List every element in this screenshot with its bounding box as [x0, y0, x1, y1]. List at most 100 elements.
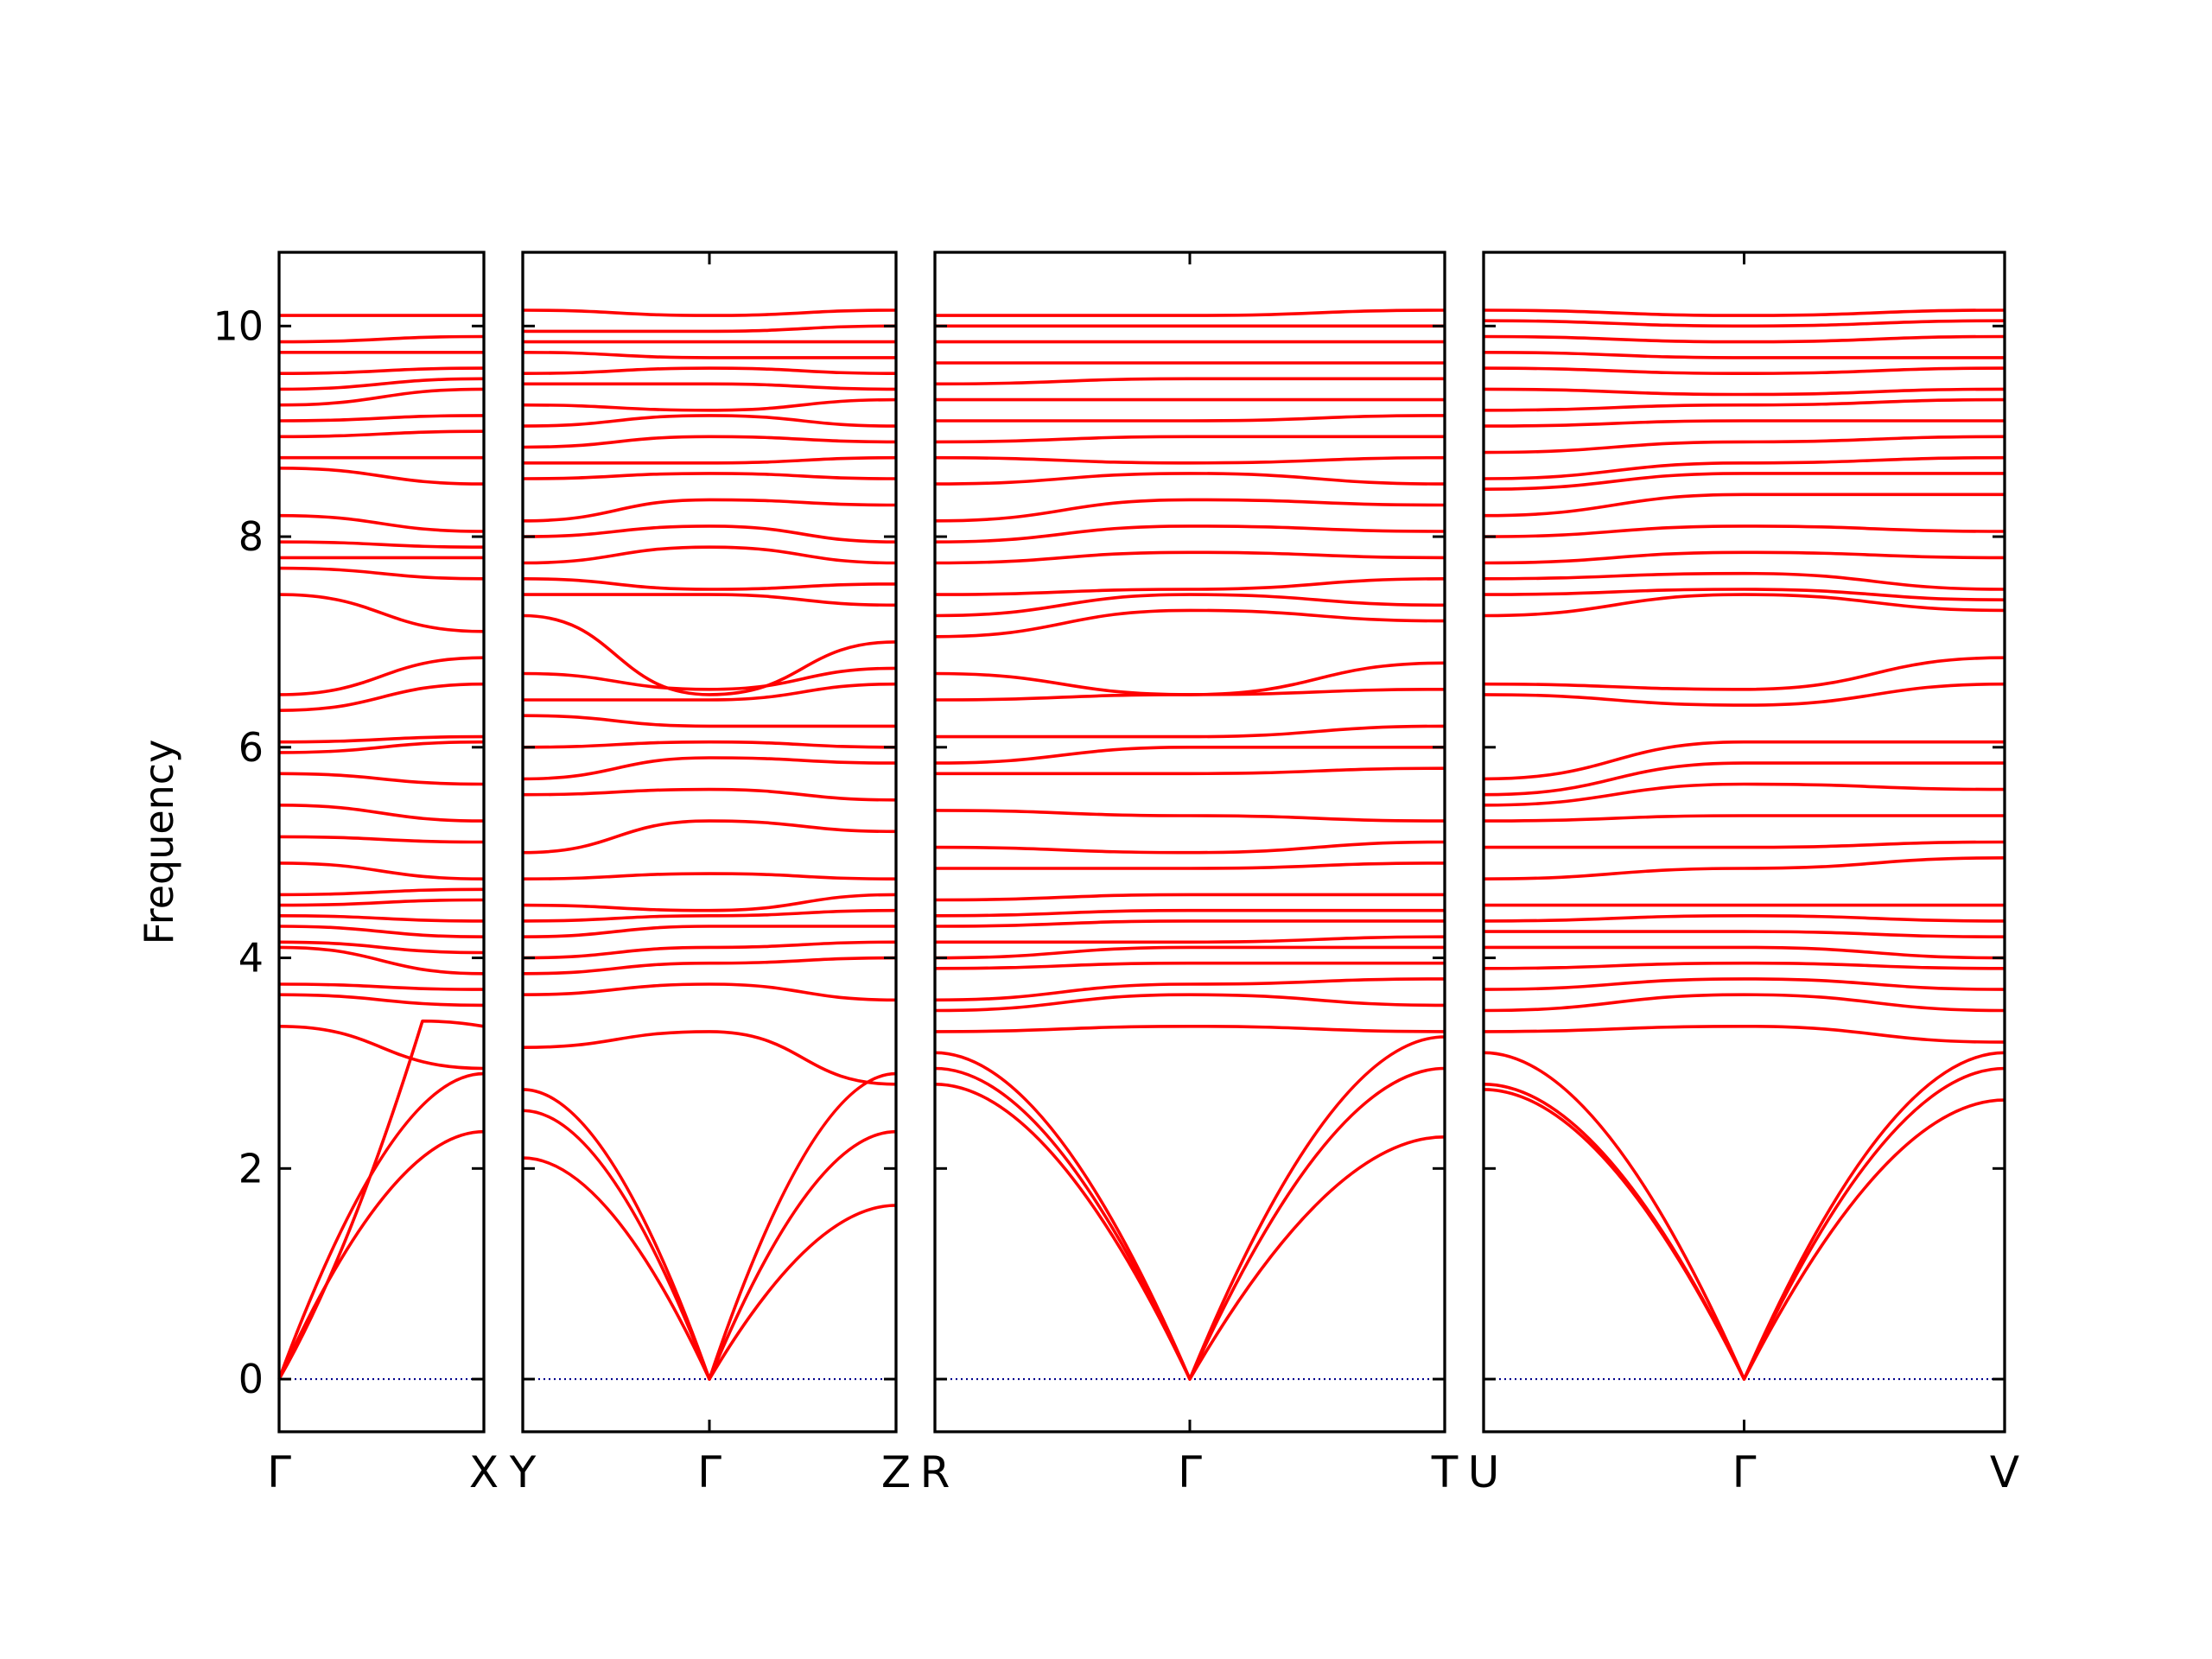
phonon-band [934, 414, 1446, 423]
phonon-band [522, 819, 897, 855]
phonon-band [1483, 856, 2005, 880]
phonon-band [934, 977, 1446, 1002]
y-tick-label: 6 [238, 724, 264, 771]
phonon-band [278, 940, 485, 955]
phonon-band [934, 745, 1445, 765]
phonon-band [522, 1156, 897, 1381]
phonon-band [522, 414, 897, 428]
phonon-band [1483, 455, 2005, 480]
phonon-band [278, 334, 485, 344]
phonon-band [1483, 977, 2005, 991]
phonon-band [1483, 1025, 2005, 1044]
k-point-label: Γ [267, 1447, 291, 1497]
phonon-band [522, 545, 897, 565]
phonon-band [934, 377, 1445, 386]
phonon-band [278, 993, 485, 1007]
phonon-band [1483, 334, 2005, 344]
phonon-band [278, 734, 485, 744]
phonon-band [935, 935, 1446, 944]
phonon-band [1483, 814, 2005, 823]
k-point-label: T [1431, 1447, 1459, 1497]
phonon-band [1483, 993, 2005, 1013]
phonon-band [278, 861, 485, 880]
phonon-band [1483, 656, 2005, 691]
phonon-band [278, 387, 485, 407]
phonon-band [522, 366, 897, 375]
y-tick-label: 10 [213, 302, 264, 349]
phonon-band [1483, 493, 2005, 518]
phonon-band [934, 840, 1446, 855]
phonon-band [522, 524, 897, 543]
phonon-band [278, 740, 485, 754]
y-tick-label: 0 [238, 1356, 264, 1402]
phonon-band [934, 961, 1445, 970]
phonon-band [277, 1129, 485, 1380]
phonon-band [1483, 472, 2005, 491]
phonon-band [278, 682, 485, 712]
panel-frame [933, 251, 1446, 1433]
y-axis: 0 2 4 6 8 10 [213, 302, 264, 1402]
phonon-band [523, 682, 897, 702]
phonon-band [1483, 308, 2005, 317]
phonon-band [1483, 397, 2005, 412]
phonon-band [278, 540, 485, 549]
phonon-band [522, 613, 897, 696]
phonon-band [522, 893, 897, 912]
phonon-band [278, 925, 485, 938]
phonon-band [1483, 761, 2005, 797]
phonon-band [278, 772, 485, 786]
phonon-band [1483, 588, 2005, 601]
y-tick-label: 4 [238, 935, 264, 982]
k-point-label: Γ [697, 1447, 721, 1497]
phonon-band [1483, 319, 2005, 328]
phonon-band [278, 593, 485, 633]
phonon-band [1483, 435, 2005, 454]
phonon-band [523, 593, 897, 607]
phonon-band [1483, 914, 2005, 923]
phonon-band [934, 550, 1446, 565]
k-point-label: X [469, 1447, 499, 1497]
k-point-label: Z [881, 1447, 911, 1497]
phonon-band [934, 1083, 1446, 1381]
phonon-band [1483, 593, 2005, 618]
phonon-band [1483, 1051, 2005, 1381]
phonon-band [1483, 419, 2005, 428]
phonon-band [934, 593, 1446, 618]
panel-frame [521, 251, 898, 1433]
phonon-band [1483, 682, 2005, 707]
phonon-band [934, 435, 1445, 444]
phonon-band [934, 809, 1446, 823]
panel-frame [277, 251, 486, 1433]
phonon-band [522, 397, 897, 412]
phonon-band [522, 498, 897, 523]
phonon-band [278, 513, 485, 533]
phonon-band [934, 455, 1446, 465]
phonon-band [934, 893, 1445, 902]
phonon-band [522, 308, 897, 317]
k-point-label: Y [509, 1447, 537, 1497]
phonon-band [1483, 840, 2005, 849]
phonon-band [934, 945, 1445, 960]
phonon-band [522, 1071, 897, 1381]
k-point-label: V [1990, 1447, 2019, 1497]
phonon-band [1484, 945, 2005, 960]
phonon-band [278, 566, 485, 581]
phonon-band [278, 914, 485, 923]
phonon-band [934, 861, 1446, 870]
phonon-band [934, 472, 1446, 486]
phonon-band [1483, 1088, 2005, 1381]
phonon-band [1483, 961, 2005, 970]
phonon-band [934, 1035, 1446, 1381]
phonon-band [278, 898, 485, 907]
phonon-band [522, 577, 897, 591]
phonon-band [934, 524, 1446, 543]
phonon-band [1483, 524, 2005, 538]
phonon-band [934, 608, 1446, 639]
phonon-band [278, 429, 485, 439]
k-point-label: R [920, 1447, 950, 1497]
phonon-band [934, 1025, 1446, 1033]
